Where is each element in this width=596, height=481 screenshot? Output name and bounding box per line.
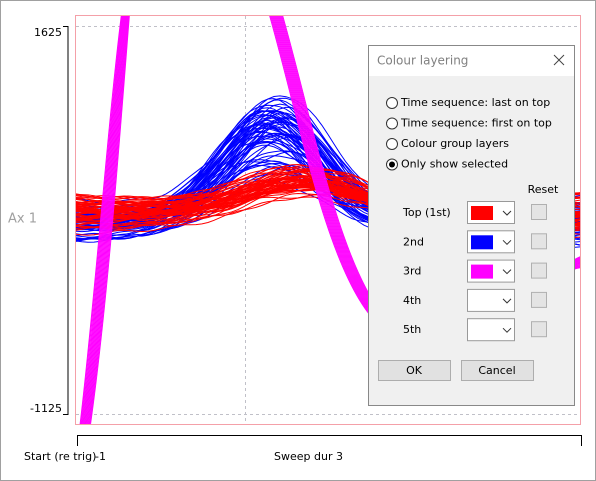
x-axis — [77, 435, 582, 446]
combo-arrow — [502, 298, 512, 304]
trace — [86, 16, 127, 424]
color-swatch — [471, 235, 493, 250]
dialog-frame — [368, 45, 575, 406]
dialog-titlebar — [369, 46, 574, 76]
y-top-label: 1625 — [34, 26, 62, 39]
layer-label: 2nd — [403, 235, 424, 248]
layer-label: 5th — [403, 323, 421, 336]
y-bottom-label: -1125 — [30, 402, 62, 415]
dialog: Colour layering Reset Time sequence: las… — [368, 45, 575, 406]
button[interactable] — [378, 360, 451, 381]
color-swatch — [471, 206, 493, 220]
trace — [90, 16, 130, 424]
radio-button[interactable] — [386, 138, 398, 150]
radio-dot — [389, 161, 395, 168]
reset-checkbox[interactable] — [531, 321, 547, 338]
reset-header: Reset — [528, 183, 559, 196]
close-button[interactable] — [553, 54, 565, 66]
radio-label[interactable]: Time sequence: last on top — [400, 96, 550, 109]
reset-checkbox[interactable] — [531, 291, 547, 308]
combo-arrow — [502, 239, 512, 246]
layer-label: 4th — [403, 294, 421, 307]
layer-label: Top (1st) — [402, 206, 451, 219]
combo-arrow — [502, 269, 512, 275]
radio-label[interactable]: Colour group layers — [401, 137, 509, 150]
reset-checkbox[interactable] — [531, 204, 547, 220]
color-combo[interactable] — [467, 318, 515, 342]
x-end-value: 3 — [336, 450, 343, 463]
combo-arrow — [502, 327, 512, 333]
trace — [79, 16, 122, 424]
radio-button[interactable] — [386, 97, 398, 109]
trace — [89, 16, 130, 424]
dialog-title: Colour layering — [377, 54, 468, 68]
button-label: Cancel — [478, 364, 515, 377]
color-combo[interactable] — [467, 288, 515, 312]
trace — [83, 16, 125, 424]
radio-label[interactable]: Only show selected — [401, 158, 508, 171]
radio-label[interactable]: Time sequence: first on top — [400, 117, 552, 130]
trace — [82, 16, 125, 424]
trace — [86, 16, 128, 424]
color-swatch — [471, 264, 493, 279]
x-end-label: Sweep dur — [274, 450, 333, 463]
combo-arrow — [502, 210, 512, 216]
radio-button[interactable] — [386, 117, 398, 130]
trace — [84, 16, 126, 424]
button-label: OK — [406, 364, 423, 377]
trace — [81, 16, 124, 424]
reset-checkbox[interactable] — [531, 262, 547, 279]
layer-label: 3rd — [403, 265, 421, 278]
channel-label: Ax 1 — [8, 212, 37, 227]
button[interactable] — [461, 360, 534, 381]
reset-checkbox[interactable] — [531, 233, 547, 250]
x-start-label: Start (re trig) — [24, 450, 96, 463]
trace — [82, 16, 124, 424]
trace — [88, 16, 129, 424]
trace — [85, 16, 127, 424]
x-start-value: -1 — [95, 450, 106, 463]
trace — [80, 16, 123, 424]
trace — [87, 16, 128, 424]
